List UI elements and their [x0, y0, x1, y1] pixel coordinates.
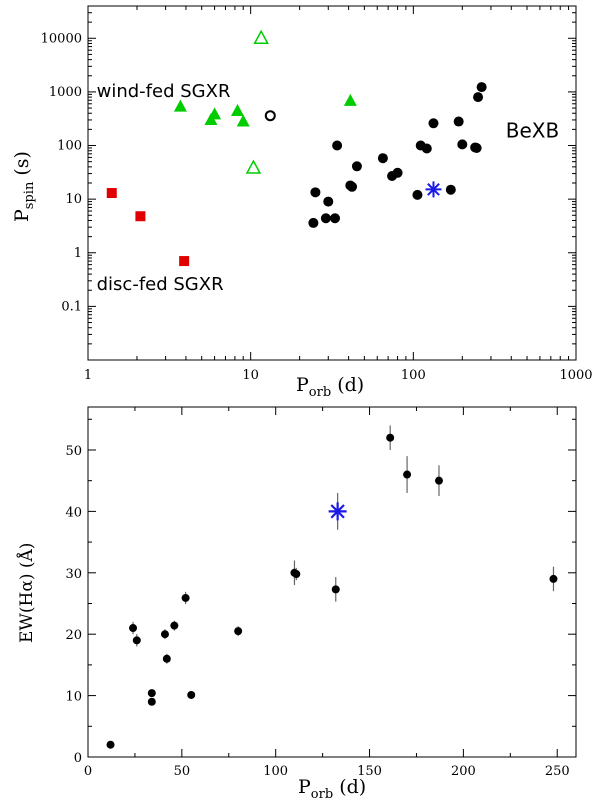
data-point: [147, 697, 156, 706]
annotation-wind-fed: wind-fed SGXR: [97, 81, 231, 102]
x-tick-label-bottom: 50: [174, 764, 191, 779]
data-point: [292, 570, 301, 579]
data-point: [308, 217, 319, 228]
x-tick-label-bottom: 0: [84, 764, 92, 779]
x-label-rest-bottom: (d): [333, 776, 366, 798]
data-point: [332, 140, 343, 151]
data-point: [173, 99, 187, 112]
data-point: [330, 213, 341, 224]
data-point: [323, 196, 334, 207]
y-tick-label-bottom: 20: [65, 628, 82, 643]
y-tick-label: 100: [57, 139, 82, 154]
x-label-base-bottom: P: [298, 776, 311, 798]
x-label-rest: (d): [331, 374, 364, 396]
y-tick-label-bottom: 40: [65, 505, 82, 520]
tick-group: 1 10 100 1000 0.1 1 10 100 1000 10000: [41, 5, 593, 383]
x-tick-label-bottom: 150: [357, 764, 382, 779]
data-point: [453, 116, 464, 127]
data-point: [231, 104, 245, 117]
data-point: [328, 502, 347, 521]
x-tick-label: 1000: [559, 368, 592, 383]
data-point: [386, 433, 395, 442]
tick-group-bottom: 0 50 100 150 200 250 0 10 20 30 40 50: [65, 407, 576, 779]
data-point: [403, 470, 412, 479]
data-point: [320, 213, 331, 224]
data-point: [129, 624, 138, 633]
spin-orbit-chart: 1 10 100 1000 0.1 1 10 100 1000 10000 wind-fed SG…: [11, 5, 593, 400]
data-point: [264, 110, 276, 122]
data-point: [392, 167, 403, 178]
x-tick-label-bottom: 100: [263, 764, 288, 779]
data-point: [343, 93, 357, 106]
data-point: [170, 621, 179, 630]
data-point: [208, 107, 222, 120]
data-point: [234, 627, 243, 636]
data-point: [425, 181, 442, 198]
y-tick-label: 1000: [49, 85, 82, 100]
data-point: [457, 139, 468, 150]
x-tick-label-bottom: 200: [451, 764, 476, 779]
x-label-sub-bottom: orb: [311, 787, 333, 802]
data-point: [106, 740, 115, 749]
data-point: [471, 142, 482, 153]
data-point: [434, 476, 443, 485]
data-point: [290, 568, 299, 577]
data-point: [445, 184, 456, 195]
data-point: [473, 92, 484, 103]
data-point: [179, 256, 190, 267]
x-tick-label: 10: [242, 368, 259, 383]
y-tick-label: 1: [74, 246, 82, 261]
data-point: [412, 189, 423, 200]
data-point: [428, 118, 439, 129]
x-label-sub: orb: [309, 385, 331, 400]
x-axis-label-bottom: Porb (d): [298, 776, 366, 802]
y-tick-label-bottom: 30: [65, 567, 82, 582]
data-point: [351, 161, 362, 172]
plot-frame: [87, 5, 577, 361]
data-point: [132, 636, 141, 645]
data-point: [476, 82, 487, 93]
y-tick-label-bottom: 50: [65, 444, 82, 459]
data-point: [331, 585, 340, 594]
mark-group: [106, 29, 487, 267]
mark-group-bottom: [106, 425, 558, 749]
y-label-sub: spin: [22, 181, 37, 209]
data-point: [549, 574, 558, 583]
data-point: [236, 114, 250, 127]
data-point: [347, 181, 358, 192]
data-point: [245, 159, 262, 174]
data-point: [253, 29, 269, 45]
data-point: [106, 188, 117, 199]
data-point: [181, 593, 190, 602]
x-axis-label: Porb (d): [296, 374, 364, 400]
y-tick-label-bottom: 0: [74, 751, 82, 766]
y-tick-label-bottom: 10: [65, 690, 82, 705]
data-point: [162, 654, 171, 663]
y-tick-label: 10: [65, 192, 82, 207]
y-axis-label-bottom: EW(Hα) (Å): [16, 543, 37, 643]
x-tick-label: 1: [84, 368, 92, 383]
data-point: [377, 153, 388, 164]
data-point: [147, 689, 156, 698]
x-tick-label-bottom: 250: [545, 764, 570, 779]
y-label-rest: (s): [11, 151, 33, 182]
y-tick-label: 10000: [41, 31, 82, 46]
y-tick-label: 0.1: [61, 299, 82, 314]
y-axis-label: Pspin (s): [11, 151, 37, 222]
x-tick-label: 100: [401, 368, 426, 383]
y-label-base: P: [11, 209, 33, 222]
annotation-disc-fed: disc-fed SGXR: [97, 274, 224, 295]
data-point: [160, 630, 169, 639]
data-point: [310, 187, 321, 198]
data-point: [421, 143, 432, 154]
plot-frame-bottom: [87, 406, 577, 758]
data-point: [187, 690, 196, 699]
data-point: [135, 211, 146, 222]
x-label-base: P: [296, 374, 309, 396]
annotation-bexb: BeXB: [506, 119, 559, 143]
